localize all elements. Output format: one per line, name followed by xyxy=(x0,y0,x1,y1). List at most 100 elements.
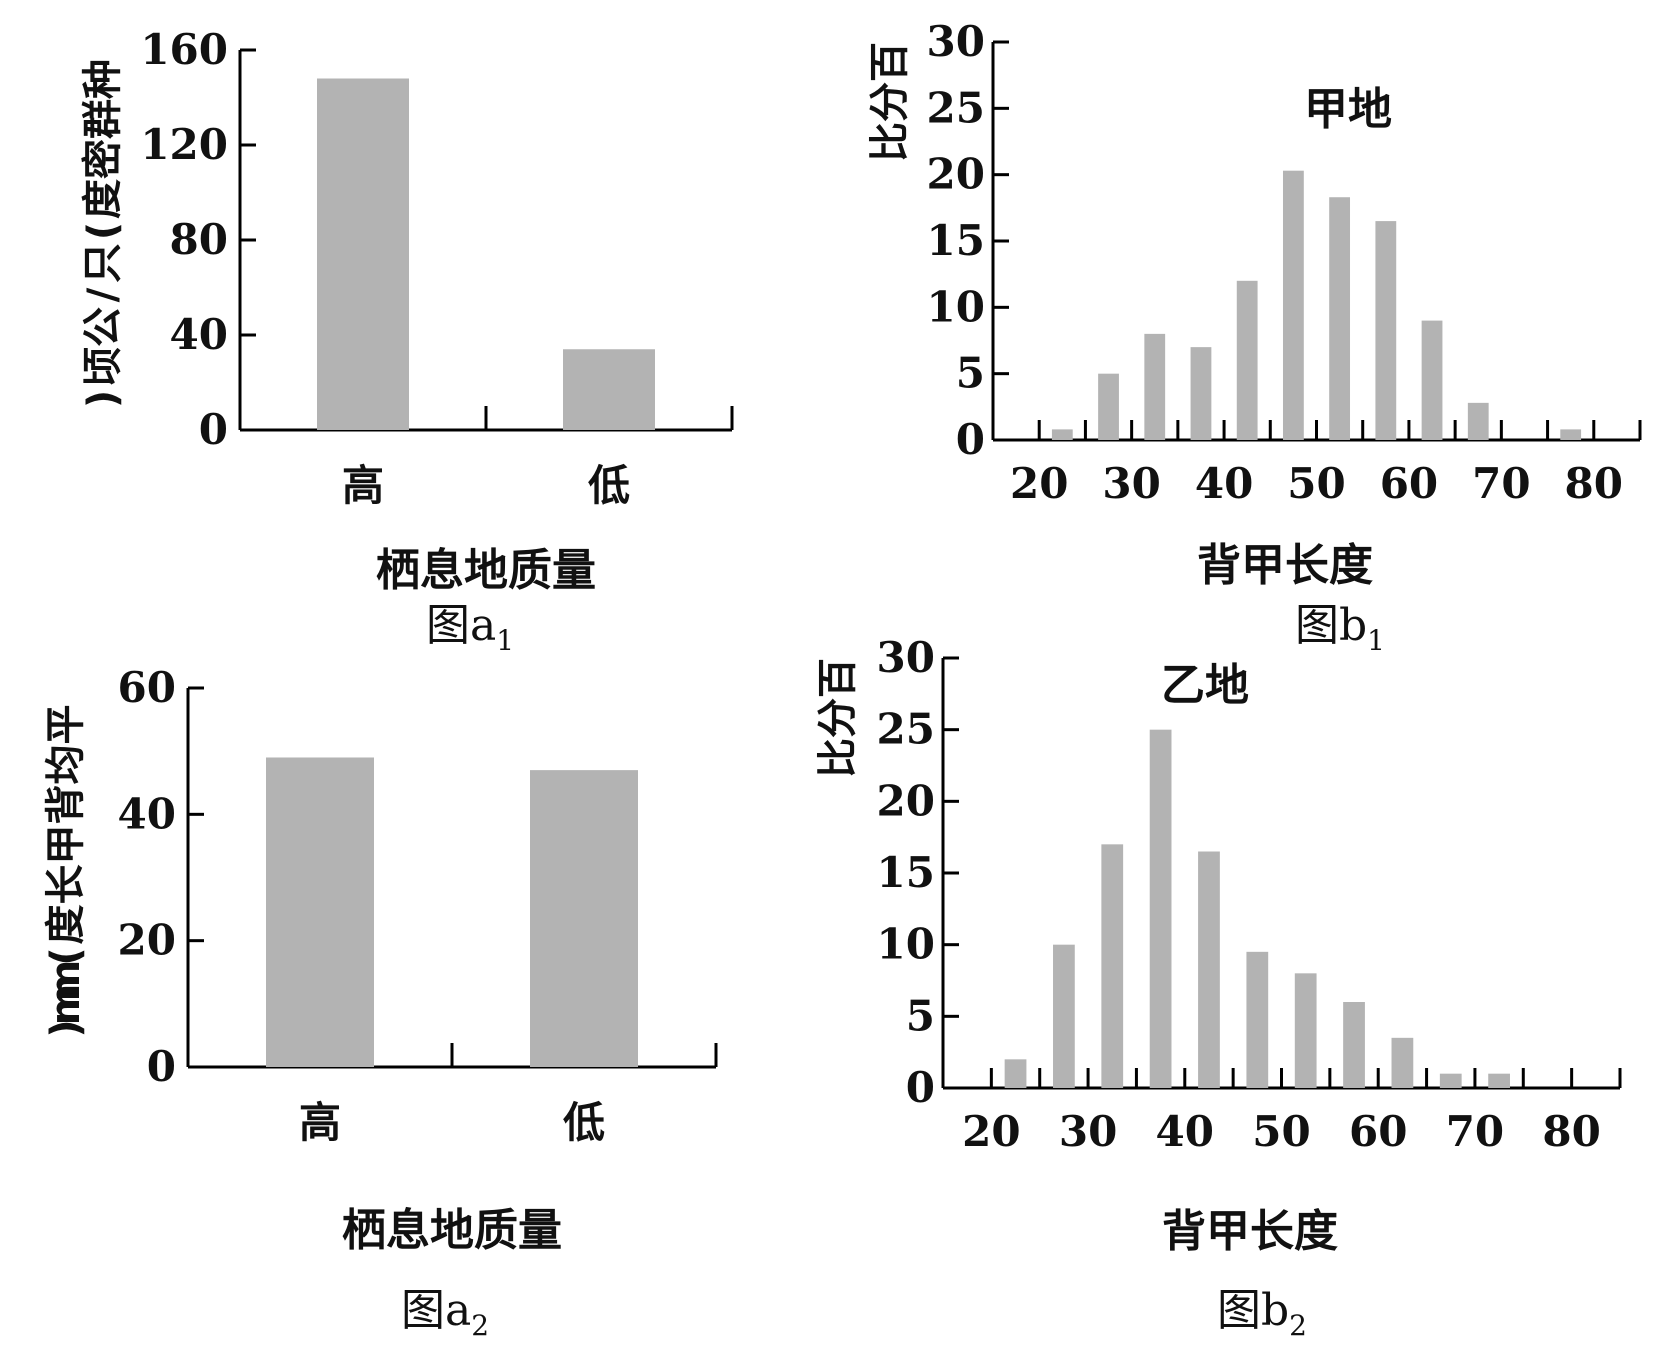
x-tick-label: 20 xyxy=(1010,459,1068,508)
y-tick-label: 15 xyxy=(927,216,985,265)
x-tick-label: 60 xyxy=(1380,459,1438,508)
y-tick-label: 25 xyxy=(927,83,985,132)
histogram-bar xyxy=(1421,320,1443,440)
histogram-bar xyxy=(1329,197,1351,440)
chart-title: 乙地 xyxy=(1161,660,1249,711)
figure-caption: 图b2 xyxy=(1217,1285,1307,1342)
y-tick-label: 10 xyxy=(927,282,985,331)
y-axis-label: 百分比 xyxy=(815,658,861,778)
ylabel-char: ( xyxy=(80,222,126,240)
ylabel-char: ( xyxy=(43,947,89,965)
x-tick-label: 40 xyxy=(1195,459,1253,508)
y-tick-label: 20 xyxy=(118,916,176,965)
caption-subscript: 2 xyxy=(1289,1309,1307,1342)
ylabel-char: ) xyxy=(80,390,126,408)
histogram-bar xyxy=(1488,1073,1510,1088)
x-axis-label: 栖息地质量 xyxy=(342,1205,562,1256)
ylabel-char: 只 xyxy=(80,243,126,283)
ylabel-char: 背 xyxy=(43,785,89,825)
bar-低 xyxy=(563,349,655,430)
histogram-bar xyxy=(1004,1059,1027,1088)
chart-title: 甲地 xyxy=(1304,84,1392,135)
ylabel-char: 长 xyxy=(43,865,89,905)
x-axis-label: 栖息地质量 xyxy=(376,545,596,596)
caption-subscript: 1 xyxy=(1367,624,1385,657)
x-tick-label: 30 xyxy=(1102,459,1160,508)
y-tick-label: 60 xyxy=(118,663,176,712)
y-tick-label: 0 xyxy=(199,405,228,454)
x-tick-label: 50 xyxy=(1287,459,1345,508)
y-tick-label: 0 xyxy=(906,1063,935,1112)
histogram-bar xyxy=(1198,851,1220,1088)
x-tick-label: 80 xyxy=(1565,459,1623,508)
x-tick-label: 50 xyxy=(1252,1107,1310,1156)
y-tick-label: 40 xyxy=(118,789,176,838)
ylabel-char: 比 xyxy=(867,122,913,162)
x-tick-label: 30 xyxy=(1059,1107,1117,1156)
y-tick-label: 40 xyxy=(170,310,228,359)
bar-高 xyxy=(266,757,374,1067)
ylabel-char: 甲 xyxy=(43,825,89,865)
x-tick-label: 40 xyxy=(1156,1107,1214,1156)
figure-caption: 图a1 xyxy=(426,600,514,657)
x-tick-label: 70 xyxy=(1446,1107,1504,1156)
histogram-bar xyxy=(1144,333,1166,440)
category-label: 高 xyxy=(299,1098,341,1147)
ylabel-char: 平 xyxy=(43,705,89,745)
ylabel-char: 均 xyxy=(43,745,89,785)
ylabel-char: m xyxy=(43,960,89,1002)
ylabel-char: 百 xyxy=(867,42,913,82)
histogram-bar xyxy=(1375,221,1397,440)
y-tick-label: 30 xyxy=(927,17,985,66)
x-tick-label: 80 xyxy=(1542,1107,1600,1156)
ylabel-char: 度 xyxy=(43,905,89,945)
histogram-bar xyxy=(1190,347,1212,440)
ylabel-char: / xyxy=(80,287,126,302)
histogram-bar xyxy=(1051,429,1073,440)
y-tick-label: 160 xyxy=(140,25,228,74)
y-tick-label: 5 xyxy=(906,991,935,1040)
ylabel-char: 公 xyxy=(80,307,126,347)
histogram-bar xyxy=(1560,429,1582,440)
ylabel-char: m xyxy=(43,984,89,1026)
histogram-bar xyxy=(1149,729,1172,1088)
y-tick-label: 5 xyxy=(956,349,985,398)
x-tick-label: 70 xyxy=(1472,459,1530,508)
y-tick-label: 120 xyxy=(140,120,228,169)
y-tick-label: 30 xyxy=(877,633,935,682)
y-axis-label: 百分比 xyxy=(867,42,913,162)
x-tick-label: 60 xyxy=(1349,1107,1407,1156)
bar-低 xyxy=(530,770,638,1067)
ylabel-char: 密 xyxy=(80,139,126,179)
x-axis-label: 背甲长度 xyxy=(1162,1206,1338,1257)
ylabel-char: 群 xyxy=(80,99,126,139)
histogram-bar xyxy=(1101,844,1124,1088)
bar-高 xyxy=(317,78,409,430)
histogram-bar xyxy=(1246,951,1269,1088)
y-tick-label: 20 xyxy=(877,776,935,825)
histogram-bar xyxy=(1294,973,1317,1088)
ylabel-char: 度 xyxy=(80,179,126,219)
ylabel-char: 分 xyxy=(815,698,861,738)
histogram-bar xyxy=(1467,402,1489,440)
caption-subscript: 1 xyxy=(496,624,514,657)
histogram-bar xyxy=(1282,170,1304,441)
category-label: 低 xyxy=(588,461,630,510)
y-tick-label: 80 xyxy=(170,215,228,264)
histogram-bar xyxy=(1053,944,1075,1088)
ylabel-char: 种 xyxy=(80,59,126,99)
ylabel-char: 百 xyxy=(815,658,861,698)
y-tick-label: 0 xyxy=(956,415,985,464)
category-label: 高 xyxy=(342,461,384,510)
y-tick-label: 15 xyxy=(877,848,935,897)
ylabel-char: 顷 xyxy=(80,347,126,387)
y-tick-label: 20 xyxy=(927,150,985,199)
ylabel-char: ) xyxy=(43,1019,89,1037)
category-label: 低 xyxy=(563,1098,605,1147)
